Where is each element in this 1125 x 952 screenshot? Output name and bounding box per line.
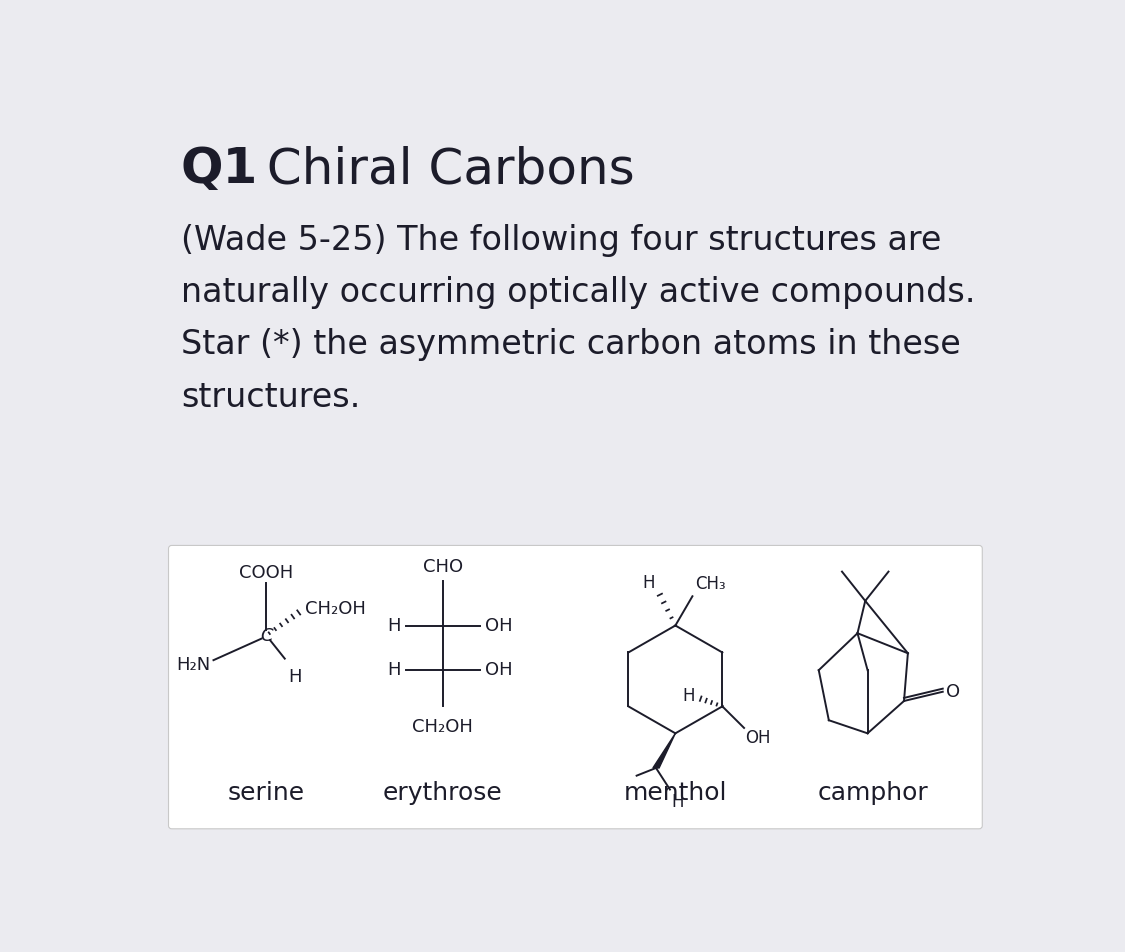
Text: camphor: camphor <box>818 781 928 805</box>
Text: CH₂OH: CH₂OH <box>413 718 474 736</box>
Text: H: H <box>683 686 695 704</box>
Text: Chiral Carbons: Chiral Carbons <box>251 145 634 193</box>
Text: OH: OH <box>485 617 512 635</box>
Text: CH₃: CH₃ <box>695 575 726 593</box>
Text: H₂N: H₂N <box>177 656 210 674</box>
Text: CH₂OH: CH₂OH <box>305 600 366 618</box>
Text: erythrose: erythrose <box>382 781 503 805</box>
Text: CHO: CHO <box>423 558 464 576</box>
Text: naturally occurring optically active compounds.: naturally occurring optically active com… <box>181 276 975 309</box>
Text: C: C <box>260 626 272 645</box>
Text: structures.: structures. <box>181 381 360 414</box>
Text: H: H <box>387 662 400 679</box>
Text: serine: serine <box>227 781 305 805</box>
FancyBboxPatch shape <box>169 545 982 829</box>
Text: OH: OH <box>485 662 512 679</box>
Text: O: O <box>946 683 960 701</box>
Text: menthol: menthol <box>623 781 727 805</box>
Text: H: H <box>387 617 400 635</box>
Text: OH: OH <box>746 729 771 747</box>
Polygon shape <box>652 733 675 768</box>
Text: (Wade 5-25) The following four structures are: (Wade 5-25) The following four structure… <box>181 224 942 257</box>
Text: H: H <box>288 668 302 685</box>
Text: COOH: COOH <box>238 564 294 582</box>
Text: H: H <box>672 793 684 810</box>
Text: H: H <box>642 574 655 591</box>
Text: Q1: Q1 <box>181 145 259 193</box>
Text: Star (*) the asymmetric carbon atoms in these: Star (*) the asymmetric carbon atoms in … <box>181 328 961 362</box>
